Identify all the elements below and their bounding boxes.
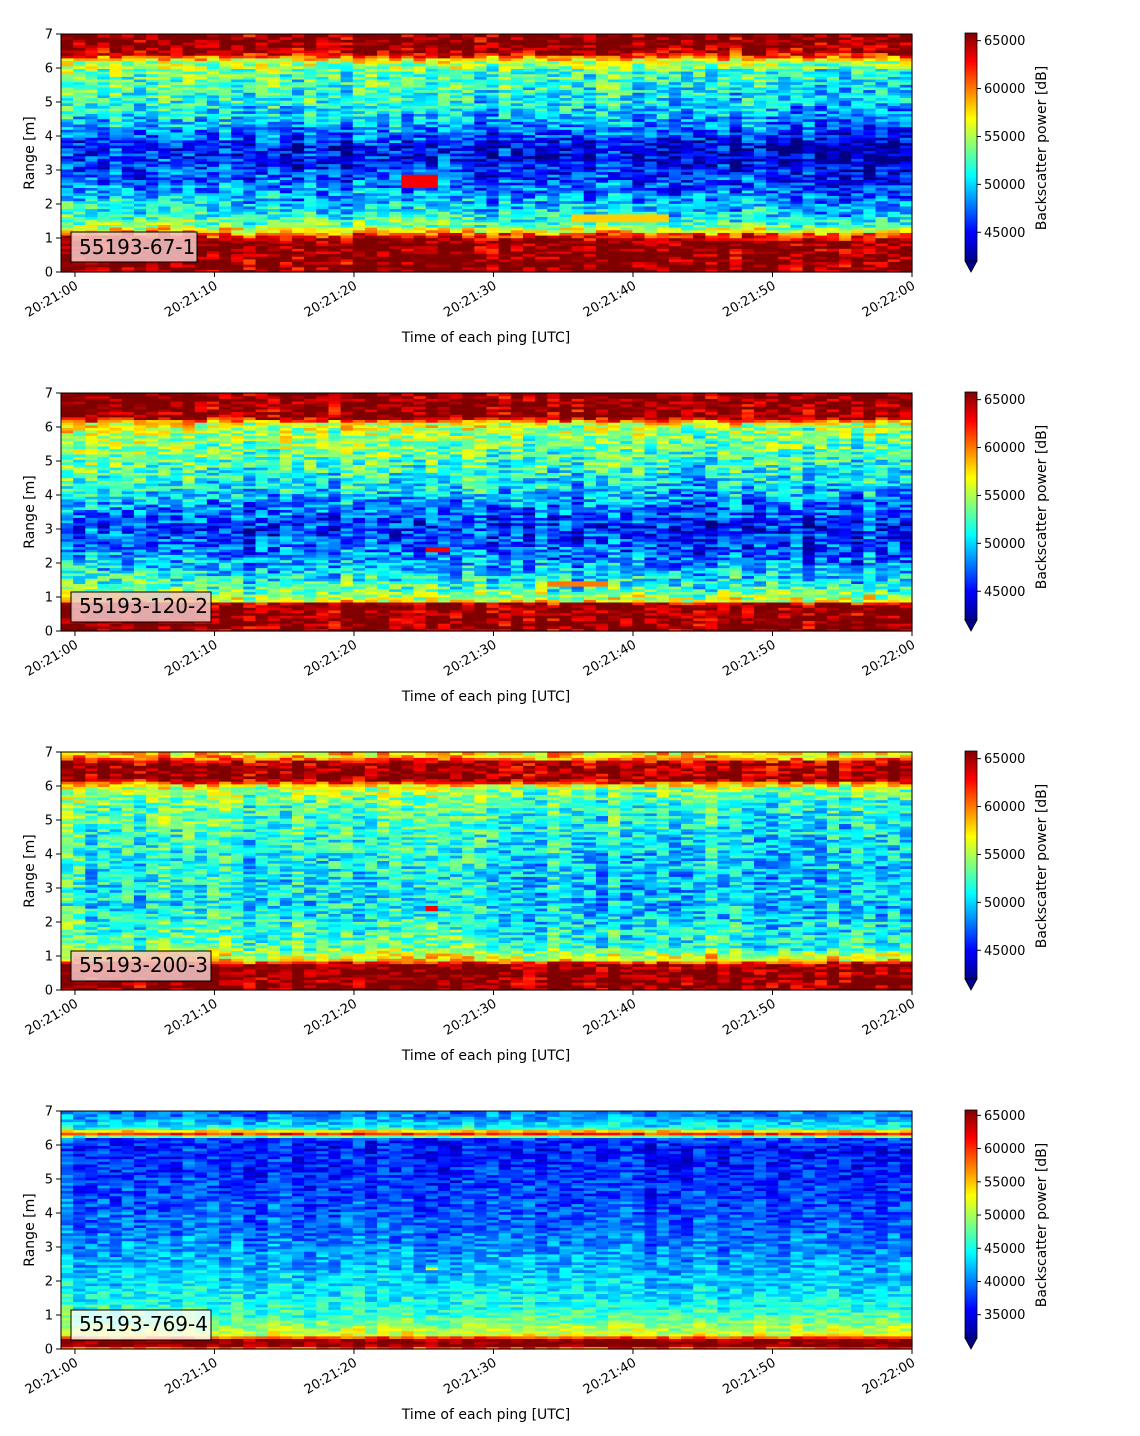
heatmap-panel-1: 0123456720:21:00 20:21:10 20:21:20 20:21:30… (22, 28, 1050, 347)
